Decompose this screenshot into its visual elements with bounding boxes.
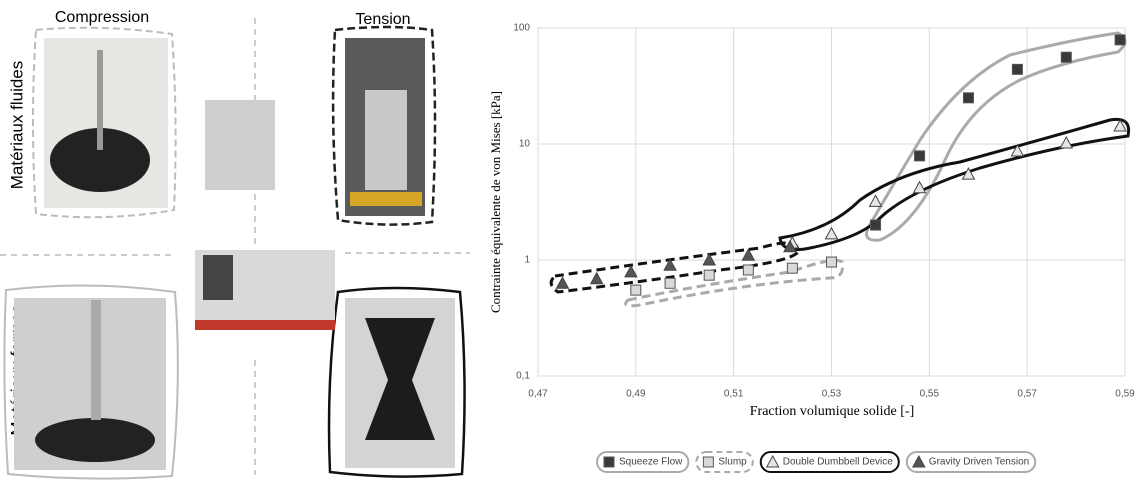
x-tick-label: 0,55 [920, 389, 940, 400]
legend-label: Slump [718, 457, 747, 468]
photo-label: Compression [55, 9, 149, 26]
legend-label: Gravity Driven Tension [929, 457, 1029, 468]
marker [914, 150, 926, 162]
outline [865, 31, 1127, 242]
marker [826, 256, 837, 268]
outline [778, 117, 1131, 252]
marker [912, 180, 927, 194]
photo [203, 255, 233, 300]
legend-frame [759, 451, 900, 473]
photo [50, 128, 150, 192]
marker [765, 454, 780, 468]
photo [97, 50, 103, 150]
x-tick-label: 0,49 [626, 389, 646, 400]
marker [1114, 34, 1126, 46]
marker [555, 276, 570, 289]
marker [1059, 135, 1074, 149]
y-tick-label: 0,1 [516, 371, 530, 382]
marker [870, 219, 882, 231]
outline [549, 241, 800, 294]
y-tick-label: 10 [519, 139, 531, 150]
y-tick-label: 1 [524, 255, 530, 266]
marker [911, 454, 926, 468]
grid [537, 27, 1126, 377]
marker [786, 262, 798, 274]
marker [868, 194, 883, 207]
outline [624, 258, 844, 308]
marker [1060, 51, 1072, 63]
marker [624, 264, 638, 278]
marker [1113, 118, 1127, 132]
marker [589, 271, 604, 285]
photo-frame [331, 25, 437, 226]
marker [961, 167, 976, 180]
marker [962, 92, 974, 104]
marker [630, 284, 642, 296]
x-tick-label: 0,59 [1115, 389, 1135, 400]
photo-frame [327, 286, 466, 478]
photo [365, 318, 435, 440]
legend-frame [905, 451, 1037, 473]
marker [603, 456, 615, 468]
marker [742, 264, 754, 276]
photo [35, 418, 155, 462]
x-tick-label: 0,53 [822, 389, 842, 400]
photo [350, 192, 422, 206]
marker [1011, 63, 1023, 75]
legend-label: Squeeze Flow [619, 457, 683, 468]
marker [824, 226, 839, 240]
photo [365, 90, 407, 190]
photo [91, 300, 101, 420]
x-axis-title: Fraction volumique solide [-] [750, 404, 914, 419]
x-tick-label: 0,47 [528, 389, 548, 400]
x-tick-label: 0,51 [724, 389, 744, 400]
legend-frame [596, 451, 690, 473]
y-axis-title: Contrainte équivalente de von Mises [kPa… [488, 91, 503, 313]
y-tick-label: 100 [513, 23, 530, 34]
x-tick-label: 0,57 [1017, 389, 1037, 400]
photo-frame [32, 26, 177, 219]
marker [1010, 143, 1025, 157]
photo [195, 320, 335, 330]
photo-label: Matériaux fluides [7, 61, 26, 190]
marker [663, 258, 677, 271]
marker [664, 277, 676, 289]
marker [702, 252, 717, 266]
legend-label: Double Dumbbell Device [783, 457, 893, 468]
photo [205, 100, 275, 190]
photo-frame [3, 284, 179, 480]
photo-label: Tension [355, 11, 410, 28]
marker [702, 456, 714, 468]
marker [783, 239, 797, 253]
legend-frame [695, 451, 754, 473]
marker [703, 269, 715, 281]
photo-panel: Compression Tension Matériaux fluides Ma… [0, 9, 470, 480]
cluster-outlines [549, 31, 1131, 308]
marker [741, 248, 756, 261]
